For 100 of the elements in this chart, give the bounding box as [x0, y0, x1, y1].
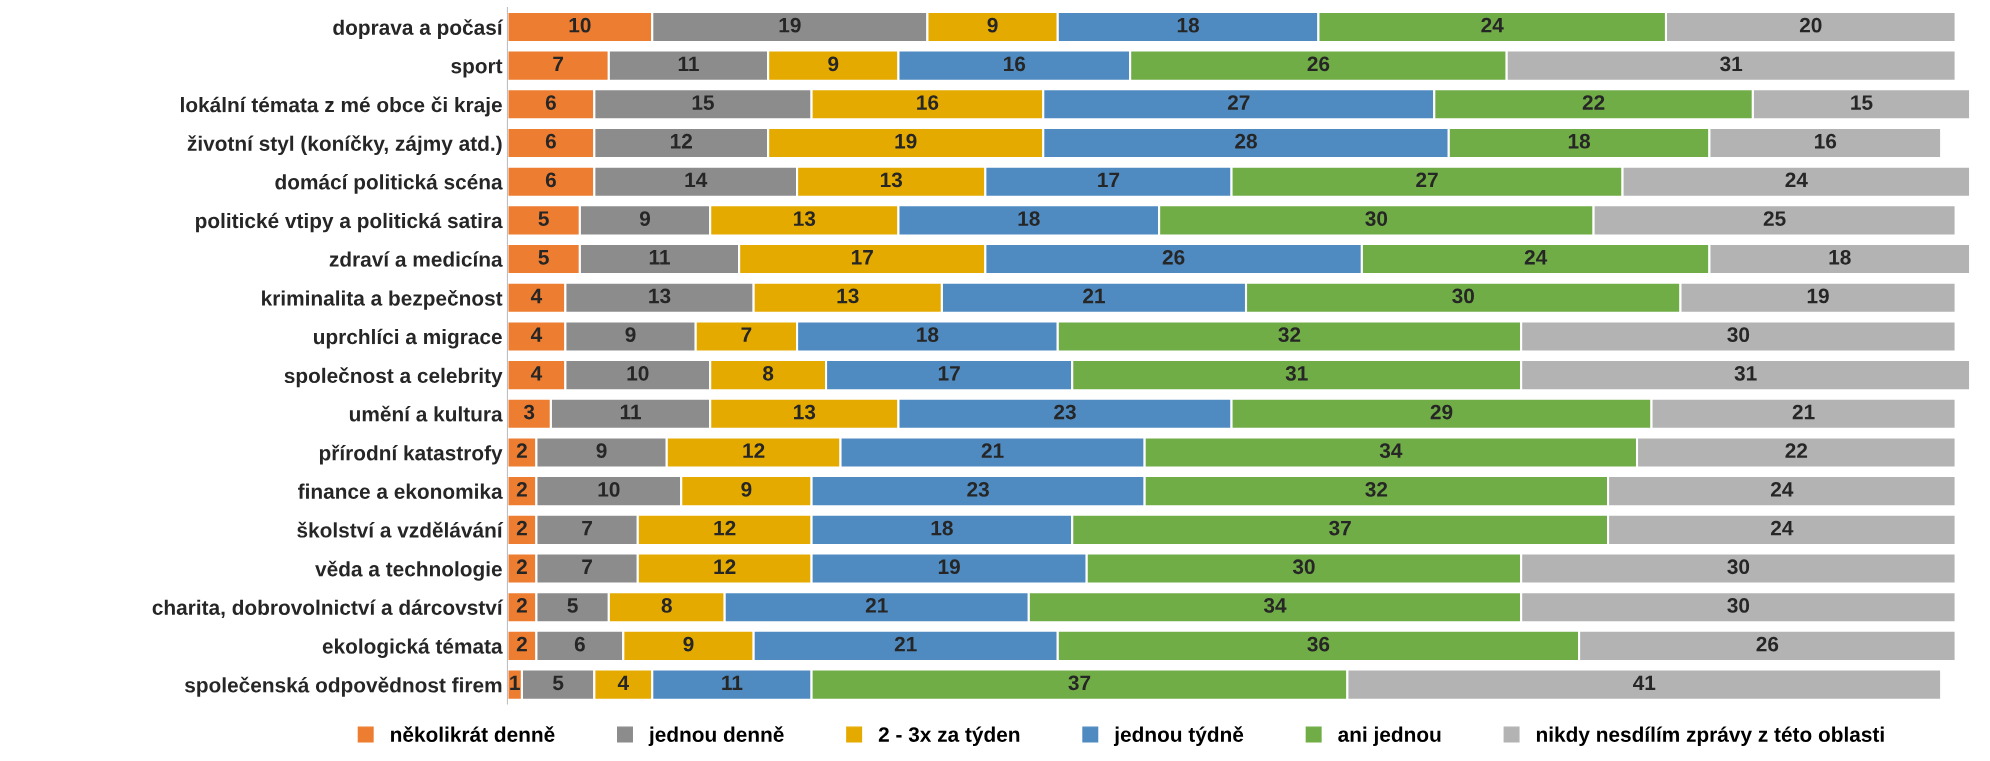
data-label: 16 [917, 95, 939, 110]
data-label: 34 [1379, 443, 1403, 459]
data-label: 9 [683, 636, 694, 652]
legend-label: jednou týdně [1113, 726, 1244, 747]
legend-label: několikrát denně [391, 726, 555, 742]
data-label: 4 [617, 675, 629, 690]
data-label: 11 [678, 56, 699, 72]
y-tick-label: doprava a počasí [333, 19, 504, 40]
y-tick-label: věda a technologie [315, 560, 502, 581]
data-label: 2 [516, 559, 527, 574]
data-label: 28 [1235, 133, 1257, 149]
data-label: 37 [1068, 675, 1091, 691]
data-label: 21 [894, 636, 917, 652]
data-label: 9 [741, 482, 752, 497]
data-label: 13 [649, 288, 671, 304]
data-label: 37 [1329, 520, 1351, 536]
data-label: 32 [1278, 327, 1301, 343]
data-label: 13 [880, 172, 903, 188]
data-label: 6 [574, 636, 585, 652]
data-label: 2 [516, 636, 527, 652]
data-label: 5 [538, 211, 549, 226]
data-label: 26 [1307, 56, 1330, 72]
data-label: 17 [851, 250, 873, 265]
y-tick-label: domácí politická scéna [275, 174, 503, 194]
data-label: 2 [516, 520, 527, 536]
y-tick-label: přírodní katastrofy [319, 444, 503, 465]
data-label: 41 [1632, 675, 1656, 690]
data-label: 13 [837, 288, 859, 304]
data-label: 30 [1727, 559, 1750, 575]
data-label: 22 [1785, 443, 1808, 458]
data-label: 12 [743, 443, 765, 458]
data-label: 11 [722, 675, 743, 690]
data-label: 9 [828, 56, 839, 72]
data-label: 5 [567, 598, 578, 613]
data-label: 13 [794, 404, 816, 420]
data-label: 19 [779, 17, 801, 33]
y-tick-label: finance a ekonomika [298, 483, 503, 499]
data-label: 10 [598, 482, 620, 497]
data-label: 21 [865, 598, 888, 613]
data-label: 14 [685, 172, 708, 188]
y-tick-label: charita, dobrovolnictví a dárcovství [152, 599, 504, 618]
data-label: 19 [938, 559, 960, 575]
y-tick-label: politické vtipy a politická satira [196, 212, 503, 233]
data-label: 19 [895, 133, 917, 149]
data-label: 36 [1307, 636, 1330, 652]
data-label: 16 [1004, 56, 1026, 72]
data-label: 11 [620, 404, 641, 420]
data-label: 15 [692, 95, 714, 110]
data-label: 12 [670, 133, 692, 149]
legend-label: 2 - 3x za týden [878, 726, 1020, 747]
data-label: 18 [1018, 211, 1040, 226]
y-tick-label: zdraví a medicína [329, 251, 503, 267]
data-label: 20 [1799, 17, 1822, 33]
data-label: 2 [516, 443, 527, 458]
data-label: 7 [582, 559, 592, 574]
data-label: 7 [553, 56, 564, 72]
data-label: 17 [1098, 172, 1120, 188]
data-label: 24 [1524, 249, 1548, 265]
data-label: 19 [1807, 288, 1829, 304]
data-label: 6 [545, 95, 556, 110]
data-label: 12 [714, 559, 736, 574]
data-label: 10 [627, 365, 649, 381]
data-label: 21 [1083, 288, 1105, 304]
data-label: 29 [1430, 404, 1453, 420]
data-label: 24 [1770, 520, 1794, 536]
data-label: 32 [1365, 482, 1388, 497]
data-label: 24 [1481, 17, 1504, 33]
data-label: 10 [569, 17, 591, 33]
data-label: 24 [1770, 482, 1794, 497]
y-tick-label: kriminalita a bezpečnost [262, 289, 503, 310]
data-label: 25 [1763, 211, 1786, 226]
y-tick-label: uprchlíci a migrace [314, 328, 502, 349]
data-label: 7 [582, 520, 592, 536]
data-label: 18 [931, 520, 953, 536]
data-label: 18 [1568, 133, 1591, 149]
legend-label: jednou denně [648, 726, 784, 747]
data-label: 4 [530, 366, 543, 381]
data-label: 8 [762, 365, 774, 381]
data-label: 16 [1815, 133, 1837, 149]
data-label: 2 [516, 482, 527, 497]
data-label: 18 [917, 327, 939, 343]
data-label: 30 [1292, 559, 1315, 575]
data-label: 15 [1851, 95, 1873, 110]
y-tick-label: lokální témata z mé obce či kraje [181, 96, 502, 117]
y-tick-label: umění a kultura [349, 405, 503, 422]
data-label: 30 [1727, 598, 1750, 613]
data-label: 31 [1734, 365, 1757, 381]
data-label: 17 [938, 366, 960, 381]
data-label: 30 [1727, 327, 1750, 343]
data-label: 3 [523, 404, 535, 420]
y-tick-label: sport [451, 59, 503, 78]
data-label: 4 [530, 288, 543, 304]
data-label: 34 [1263, 598, 1287, 613]
data-label: 9 [596, 443, 607, 459]
legend-label: ani jednou [1338, 726, 1441, 747]
data-label: 23 [967, 482, 989, 497]
data-label: 7 [741, 327, 752, 342]
y-tick-label: společnost a celebrity [284, 367, 503, 388]
data-label: 12 [714, 520, 736, 536]
data-label: 9 [987, 17, 998, 33]
